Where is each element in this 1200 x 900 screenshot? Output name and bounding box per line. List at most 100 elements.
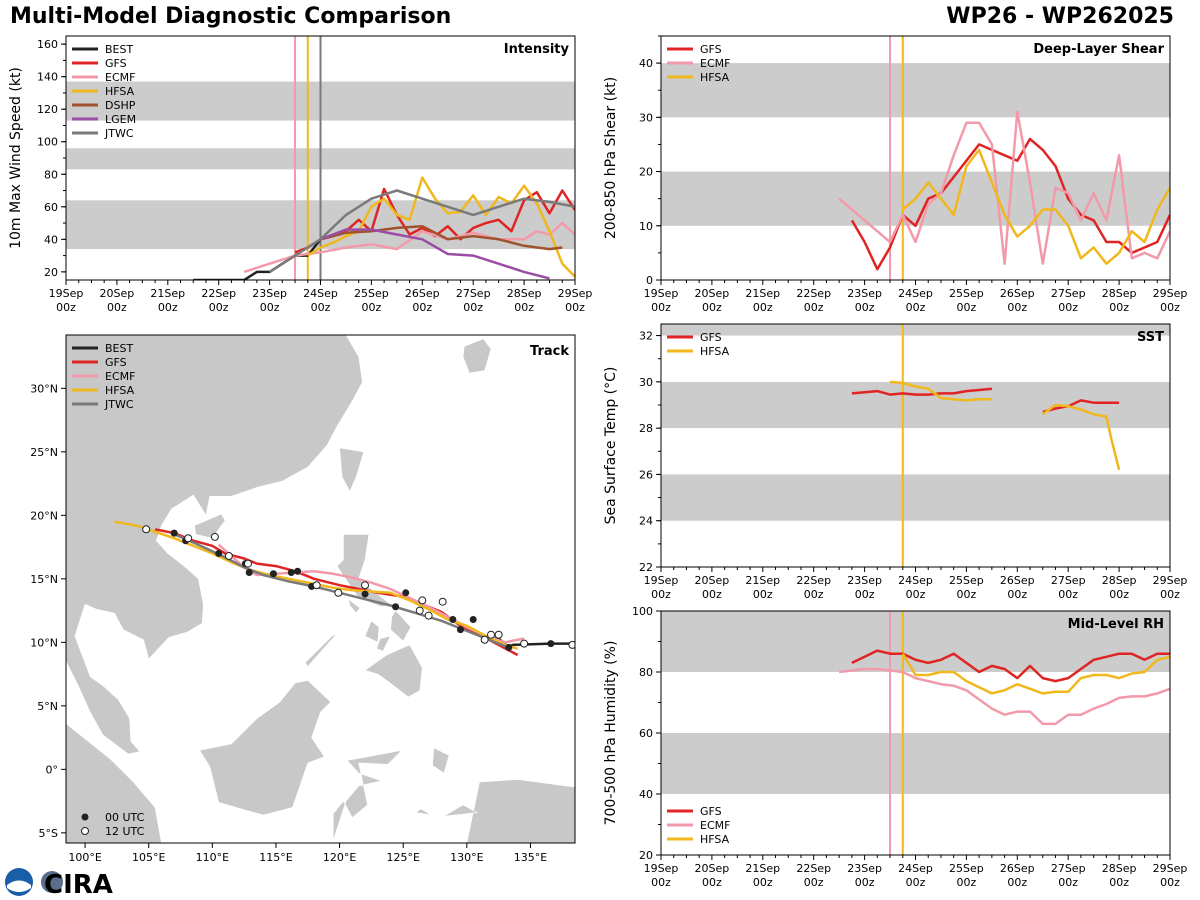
y-tick-label: 10 xyxy=(639,220,653,233)
x-tick-label: 110°E xyxy=(196,851,229,864)
land-mass xyxy=(364,620,380,643)
fix-00utc-marker xyxy=(547,640,555,648)
y-tick-label: 20°N xyxy=(30,509,58,522)
page-title: Multi-Model Diagnostic Comparison xyxy=(10,4,452,29)
x-tick-label: 135°E xyxy=(514,851,547,864)
x-tick-label: 22Sep xyxy=(201,287,236,300)
fix-12utc-marker xyxy=(334,588,343,597)
legend-label: ECMF xyxy=(105,370,135,383)
land-mass xyxy=(332,749,403,841)
x-tick-label: 20Sep xyxy=(100,287,135,300)
x-tick-sublabel: 00z xyxy=(753,588,773,601)
land-mass xyxy=(376,635,392,652)
x-tick-label: 21Sep xyxy=(745,862,780,875)
fix-00utc-marker xyxy=(449,615,457,623)
x-tick-sublabel: 00z xyxy=(56,301,76,314)
fix-00utc-marker xyxy=(392,603,400,611)
x-tick-label: 26Sep xyxy=(1000,862,1035,875)
legend-label: HFSA xyxy=(105,85,135,98)
y-tick-label: 30 xyxy=(639,376,653,389)
x-tick-sublabel: 00z xyxy=(514,301,534,314)
x-tick-label: 29Sep xyxy=(1153,574,1188,587)
x-tick-label: 120°E xyxy=(323,851,356,864)
shaded-band xyxy=(661,63,1170,118)
legend-label: GFS xyxy=(105,57,127,70)
x-tick-sublabel: 00z xyxy=(1058,301,1078,314)
plot-frame xyxy=(65,334,576,844)
chart-rh: 2040608010019Sep00z20Sep00z21Sep00z22Sep… xyxy=(603,605,1187,889)
x-tick-label: 22Sep xyxy=(796,574,831,587)
y-tick-label: 5°S xyxy=(39,827,58,840)
x-tick-label: 21Sep xyxy=(745,287,780,300)
x-tick-label: 24Sep xyxy=(303,287,338,300)
x-tick-sublabel: 00z xyxy=(463,301,483,314)
fix-12utc-marker xyxy=(210,532,219,541)
x-tick-label: 21Sep xyxy=(745,574,780,587)
x-tick-sublabel: 00z xyxy=(753,876,773,889)
chart-track: 100°E 105°E 110°E 115°E 120°E 125°E 130°E 135°E… xyxy=(30,334,576,864)
legend-label: BEST xyxy=(105,43,133,56)
shaded-band xyxy=(661,324,1170,336)
series-line-dshp xyxy=(320,225,563,251)
fix-00utc-marker xyxy=(215,549,223,557)
y-tick-label: 20 xyxy=(44,266,58,279)
series-line-ecmf xyxy=(838,667,1170,726)
x-tick-sublabel: 00z xyxy=(311,301,331,314)
x-tick-sublabel: 00z xyxy=(1160,876,1180,889)
x-tick-label: 22Sep xyxy=(796,862,831,875)
y-tick-label: 40 xyxy=(639,788,653,801)
y-tick-label: 24 xyxy=(639,515,653,528)
legend-label: ECMF xyxy=(700,57,730,70)
x-tick-sublabel: 00z xyxy=(1058,588,1078,601)
x-tick-label: 27Sep xyxy=(1051,862,1086,875)
x-tick-label: 24Sep xyxy=(898,287,933,300)
legend-label: ECMF xyxy=(700,819,730,832)
x-tick-sublabel: 00z xyxy=(1058,876,1078,889)
fix-00utc-marker xyxy=(505,643,513,651)
x-tick-label: 25Sep xyxy=(949,574,984,587)
x-tick-sublabel: 00z xyxy=(804,876,824,889)
x-tick-sublabel: 00z xyxy=(855,301,875,314)
x-tick-label: 24Sep xyxy=(898,862,933,875)
fix-00utc-marker xyxy=(269,570,277,578)
x-tick-label: 20Sep xyxy=(695,287,730,300)
land-mass xyxy=(390,610,412,642)
x-tick-sublabel: 00z xyxy=(753,301,773,314)
x-tick-sublabel: 00z xyxy=(702,588,722,601)
y-tick-label: 15°N xyxy=(30,573,58,586)
x-tick-label: 20Sep xyxy=(695,574,730,587)
fix-12utc-marker xyxy=(224,551,233,560)
series-line-hfsa xyxy=(889,380,992,402)
legend-marker-00utc xyxy=(81,813,89,821)
y-tick-label: 20 xyxy=(639,849,653,862)
chart-title: Intensity xyxy=(504,42,570,57)
legend-label: BEST xyxy=(105,342,133,355)
x-tick-sublabel: 00z xyxy=(565,301,585,314)
fix-12utc-marker xyxy=(184,534,193,543)
legend-label: ECMF xyxy=(105,71,135,84)
fix-12utc-marker xyxy=(494,630,503,639)
x-tick-label: 28Sep xyxy=(1102,574,1137,587)
x-tick-label: 25Sep xyxy=(354,287,389,300)
globe-icon xyxy=(41,871,63,893)
x-tick-sublabel: 00z xyxy=(158,301,178,314)
x-tick-sublabel: 00z xyxy=(1007,588,1027,601)
shaded-band xyxy=(661,474,1170,521)
x-tick-sublabel: 00z xyxy=(1109,876,1129,889)
x-tick-sublabel: 00z xyxy=(804,301,824,314)
y-tick-label: 60 xyxy=(44,201,58,214)
x-tick-sublabel: 00z xyxy=(651,588,671,601)
x-tick-label: 23Sep xyxy=(252,287,287,300)
legend-label: GFS xyxy=(700,805,722,818)
y-tick-label: 0° xyxy=(46,763,59,776)
land-mass xyxy=(339,447,365,492)
fix-12utc-marker xyxy=(243,559,252,568)
y-tick-label: 60 xyxy=(639,727,653,740)
x-tick-label: 29Sep xyxy=(1153,287,1188,300)
x-tick-label: 125°E xyxy=(386,851,419,864)
x-tick-label: 26Sep xyxy=(1000,574,1035,587)
x-tick-label: 115°E xyxy=(259,851,292,864)
fix-00utc-marker xyxy=(402,589,410,597)
x-tick-label: 19Sep xyxy=(644,287,679,300)
fix-00utc-marker xyxy=(456,626,464,634)
